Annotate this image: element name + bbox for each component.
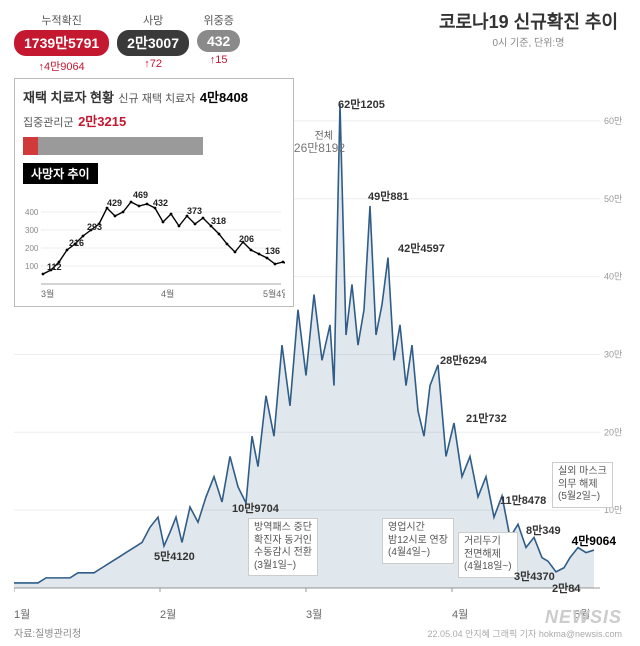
inset-bar: 전체 26만8192 (23, 137, 285, 155)
stat-delta: ↑72 (144, 58, 162, 70)
svg-text:40만: 40만 (604, 272, 622, 282)
x-axis-month: 1월 (14, 606, 30, 622)
peak-label: 8만349 (526, 522, 561, 538)
svg-text:4월: 4월 (161, 288, 174, 298)
chart-title: 코로나19 신규확진 추이 (439, 8, 618, 34)
stat-value: 2만3007 (117, 30, 189, 56)
peak-label: 21만732 (466, 410, 507, 426)
inset-sub-value: 4만8408 (200, 90, 248, 105)
stat-severe: 위중증 432 ↑15 (197, 12, 240, 74)
svg-text:112: 112 (47, 262, 62, 272)
x-axis-month: 4월 (452, 606, 468, 622)
peak-label: 3만4370 (514, 568, 555, 584)
death-svg: 100 200 300 400 3월 4월 5월4일 112 216293 429 469 432 37… (23, 188, 285, 298)
stat-label: 위중증 (203, 12, 233, 28)
stats-row: 누적확진 1739만5791 ↑4만9064 사망 2만3007 ↑72 위중증… (14, 12, 240, 74)
svg-text:432: 432 (153, 198, 168, 208)
inset-title: 재택 치료자 현황 (23, 90, 114, 105)
chart-subtitle: 0시 기준, 단위:명 (439, 34, 618, 49)
stat-value: 432 (197, 30, 240, 52)
chart-title-block: 코로나19 신규확진 추이 0시 기준, 단위:명 (439, 8, 618, 49)
peak-label: 10만9704 (232, 500, 279, 516)
svg-text:469: 469 (133, 190, 148, 200)
event-annotation: 실외 마스크의무 해제(5월2일~) (552, 462, 613, 508)
svg-text:5월4일: 5월4일 (263, 288, 285, 298)
death-chart: 100 200 300 400 3월 4월 5월4일 112 216293 429 469 432 37… (23, 188, 285, 298)
svg-text:30만: 30만 (604, 349, 622, 359)
svg-text:373: 373 (187, 206, 202, 216)
peak-label: 28만6294 (440, 352, 487, 368)
inset-group-label: 집중관리군 (23, 117, 74, 129)
svg-text:136: 136 (265, 246, 280, 256)
svg-text:100: 100 (25, 262, 39, 271)
death-chart-title: 사망자 추이 (23, 163, 98, 184)
infographic-root: 코로나19 신규확진 추이 0시 기준, 단위:명 누적확진 1739만5791… (0, 0, 640, 646)
stat-label: 사망 (143, 12, 163, 28)
svg-text:20만: 20만 (604, 427, 622, 437)
inset-panel: 재택 치료자 현황 신규 재택 치료자 4만8408 집중관리군 2만3215 … (14, 78, 294, 307)
inset-header: 재택 치료자 현황 신규 재택 치료자 4만8408 (23, 87, 285, 107)
credit-text: 22.05.04 안지혜 그래픽 기자 hokma@newsis.com (428, 627, 622, 640)
event-annotation: 거리두기전면해제(4월18일~) (458, 532, 518, 578)
svg-text:300: 300 (25, 226, 39, 235)
svg-text:206: 206 (239, 234, 254, 244)
peak-label: 62만1205 (338, 96, 385, 112)
stat-deaths: 사망 2만3007 ↑72 (117, 12, 189, 74)
svg-text:50만: 50만 (604, 194, 622, 204)
inset-bar-part (23, 137, 38, 155)
svg-text:293: 293 (87, 222, 102, 232)
stat-delta: ↑4만9064 (38, 58, 84, 74)
peak-label: 42만4597 (398, 240, 445, 256)
x-axis-month: 3월 (306, 606, 322, 622)
event-annotation: 방역패스 중단확진자 동거인수동감시 전환(3월1일~) (248, 518, 318, 576)
stat-delta: ↑15 (210, 54, 228, 66)
inset-sub-label: 신규 재택 치료자 (118, 93, 195, 105)
svg-text:216: 216 (69, 238, 84, 248)
inset-group-row: 집중관리군 2만3215 (23, 111, 285, 131)
inset-total-value: 26만8192 (294, 139, 345, 156)
watermark: NEWSIS (545, 607, 622, 628)
stat-value: 1739만5791 (14, 30, 109, 56)
final-value-label: 4만9064 (572, 532, 616, 549)
svg-text:429: 429 (107, 198, 122, 208)
source-text: 자료:질병관리청 (14, 625, 81, 640)
x-axis-month: 2월 (160, 606, 176, 622)
peak-label: 2만84 (552, 580, 580, 596)
svg-text:318: 318 (211, 216, 226, 226)
peak-label: 49만881 (368, 188, 409, 204)
svg-text:400: 400 (25, 208, 39, 217)
event-annotation: 영업시간밤12시로 연장(4월4일~) (382, 518, 454, 564)
stat-label: 누적확진 (41, 12, 81, 28)
svg-text:3월: 3월 (41, 288, 54, 298)
stat-confirmed: 누적확진 1739만5791 ↑4만9064 (14, 12, 109, 74)
svg-text:60만: 60만 (604, 116, 622, 126)
inset-bar-total (23, 137, 203, 155)
inset-group-value: 2만3215 (78, 114, 126, 129)
peak-label: 11만8478 (500, 492, 546, 508)
svg-text:200: 200 (25, 244, 39, 253)
peak-label: 5만4120 (154, 548, 195, 564)
